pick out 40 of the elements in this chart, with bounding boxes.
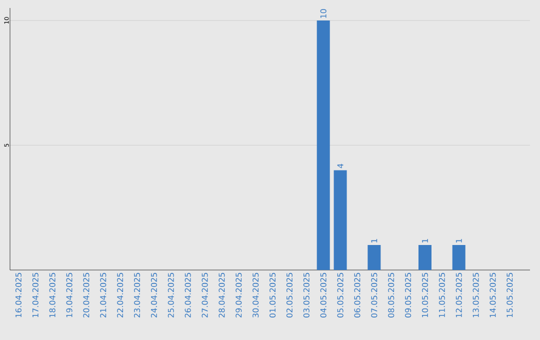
x-tick-label: 02.05.2025 (286, 272, 293, 318)
x-tick-label: 30.04.2025 (252, 272, 259, 318)
x-tick-label: 18.04.2025 (49, 272, 56, 318)
x-tick-label: 27.04.2025 (202, 272, 208, 318)
x-tick-label: 25.04.2025 (168, 272, 174, 318)
x-tick-label: 29.04.2025 (236, 272, 242, 318)
bar (334, 170, 347, 270)
data-label: 1 (456, 239, 462, 242)
x-tick-label: 13.05.2025 (472, 272, 479, 318)
x-tick-label: 23.04.2025 (134, 272, 140, 318)
data-label: 1 (371, 239, 378, 242)
x-tick-label: 22.04.2025 (117, 272, 124, 318)
x-tick-label: 01.05.2025 (270, 272, 276, 318)
x-tick-label: 21.04.2025 (100, 272, 106, 318)
x-tick-label: 24.04.2025 (150, 272, 157, 318)
data-label: 10 (320, 9, 326, 18)
x-tick-label: 28.04.2025 (218, 272, 225, 318)
bar (368, 245, 381, 270)
x-tick-label: 15.05.2025 (506, 272, 513, 318)
x-tick-label: 16.04.2025 (15, 272, 22, 318)
data-label: 1 (422, 239, 428, 242)
x-tick-label: 19.04.2025 (66, 272, 72, 318)
x-tick-label: 03.05.2025 (303, 272, 310, 318)
x-tick-label: 07.05.2025 (371, 272, 378, 318)
bar (452, 245, 466, 270)
x-tick-label: 09.05.2025 (405, 272, 412, 318)
bar (316, 20, 330, 270)
x-tick-label: 05.05.2025 (337, 272, 344, 318)
x-tick-label: 12.05.2025 (456, 272, 462, 318)
x-tick-label: 08.05.2025 (388, 272, 394, 318)
x-tick-label: 10.05.2025 (422, 272, 428, 318)
bar (418, 245, 432, 270)
x-tick-label: 04.05.2025 (320, 272, 326, 318)
x-tick-label: 06.05.2025 (354, 272, 360, 318)
x-tick-label: 20.04.2025 (83, 272, 90, 318)
x-tick-label: 26.04.2025 (184, 272, 191, 318)
data-label: 4 (337, 164, 344, 168)
x-tick-label: 14.05.2025 (490, 272, 496, 318)
x-tick-label: 17.04.2025 (32, 272, 38, 318)
x-tick-label: 11.05.2025 (438, 272, 445, 318)
